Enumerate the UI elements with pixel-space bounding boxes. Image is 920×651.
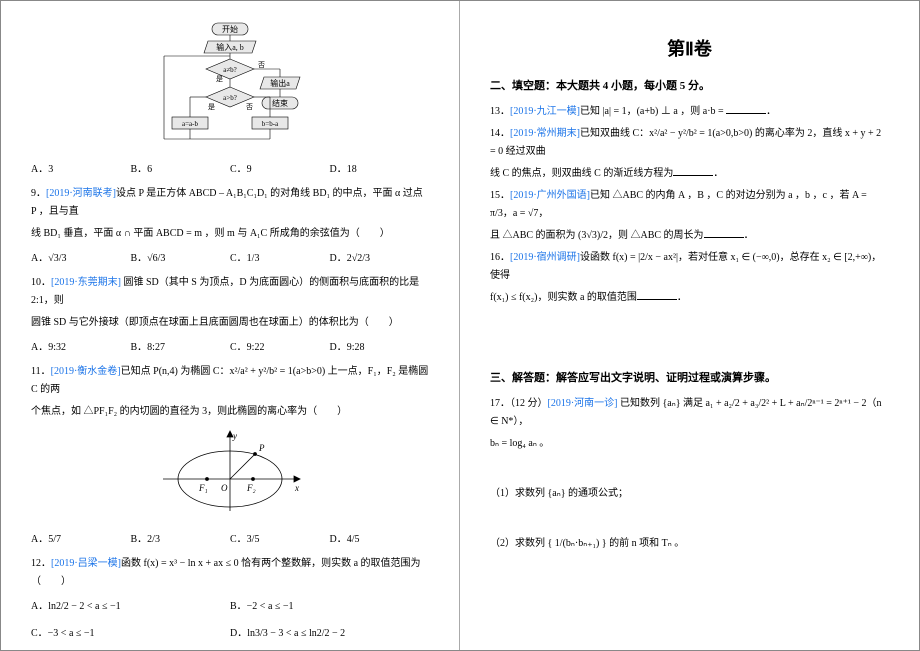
fc-a1: a=a-b	[182, 120, 198, 128]
fc-input: 输入a, b	[216, 42, 244, 52]
q11Q-line1: 11．[2019·衡水金卷]已知点 P(n,4) 为椭圆 C：x²/a² + y…	[31, 363, 429, 399]
q13: 13．[2019·九江一模]已知 |a| = 1，(a+b) ⊥ a ，则 a·…	[490, 103, 889, 121]
q11-opt-c: C．3/5	[230, 530, 330, 545]
q15-l1: 15．[2019·广州外国语]已知 △ABC 的内角 A ，B ，C 的对边分别…	[490, 187, 889, 223]
q17-l1: 17．（12 分）[2019·河南一诊] 已知数列 {aₙ} 满足 a₁ + a…	[490, 395, 889, 431]
ell-o: O	[221, 483, 228, 493]
q12-src: [2019·吕梁一模]	[51, 558, 121, 569]
q16-l2: f(x₁) ≤ f(x₂)，则实数 a 的取值范围．	[490, 289, 889, 307]
q9-opt-a: A．√3/3	[31, 249, 131, 264]
q8-opt-b: B．6	[131, 160, 231, 175]
q10-opt-d: D．9:28	[330, 338, 430, 353]
q9-line2: 线 BD₁ 垂直，平面 α ∩ 平面 ABCD = m ，则 m 与 A₁C 所…	[31, 225, 429, 243]
q16-src: [2019·宿州调研]	[510, 252, 580, 263]
q8-opt-d: D．18	[330, 160, 430, 175]
q10-line2: 圆锥 SD 与它外接球（即顶点在球面上且底面圆周也在球面上）的体积比为（ ）	[31, 314, 429, 332]
q9-line1: 9．[2019·河南联考]设点 P 是正方体 ABCD – A₁B₁C₁D₁ 的…	[31, 185, 429, 221]
q16-blank	[637, 290, 677, 300]
q14-src: [2019·常州期末]	[510, 128, 580, 139]
fc-cond1: a≠b?	[223, 66, 237, 74]
q15-l2: 且 △ABC 的面积为 (3√3)/2，则 △ABC 的周长为．	[490, 227, 889, 245]
q11-opt-a: A．5/7	[31, 530, 131, 545]
section2-heading: 二、填空题：本大题共 4 小题，每小题 5 分。	[490, 77, 889, 93]
q17-src: [2019·河南一诊]	[548, 398, 618, 409]
ell-p: P	[258, 443, 265, 453]
q15-t2: 且 △ABC 的面积为 (3√3)/2，则 △ABC 的周长为	[490, 230, 704, 241]
q16-t2: f(x₁) ≤ f(x₂)，则实数 a 的取值范围	[490, 292, 637, 303]
q12-line1: 12．[2019·吕梁一模]函数 f(x) = x³ − ln x + ax ≤…	[31, 555, 429, 591]
q15-src: [2019·广州外国语]	[510, 190, 590, 201]
q11-line2: 个焦点，如 △PF₁F₂ 的内切圆的直径为 3，则此椭圆的离心率为（ ）	[31, 403, 429, 421]
q10-opt-b: B．8:27	[131, 338, 231, 353]
ell-y: y	[232, 431, 237, 441]
q12-options: A．ln2/2 − 2 < a ≤ −1 B．−2 < a ≤ −1 C．−3 …	[31, 597, 429, 639]
fc-cond2: a>b?	[223, 94, 237, 102]
q10-opt-a: A．9:32	[31, 338, 131, 353]
q14-t2: 线 C 的焦点，则双曲线 C 的渐近线方程为	[490, 168, 673, 179]
q11-options: A．5/7 B．2/3 C．3/5 D．4/5	[31, 530, 429, 545]
q17-l2: bₙ = log₄ aₙ 。	[490, 435, 889, 453]
q9-opt-d: D．2√2/3	[330, 249, 430, 264]
q17-sub2: （2）求数列 { 1/(bₙ·bₙ₊₁) } 的前 n 项和 Tₙ 。	[490, 535, 889, 553]
q16-l1: 16．[2019·宿州调研]设函数 f(x) = |2/x − ax²|，若对任…	[490, 249, 889, 285]
q12-opt-d: D．ln3/3 − 3 < a ≤ ln2/2 − 2	[230, 624, 429, 639]
q13-src: [2019·九江一模]	[510, 106, 580, 117]
q10-line1: 10．[2019·东莞期末] 圆锥 SD（其中 S 为顶点，D 为底面圆心）的侧…	[31, 274, 429, 310]
q15-blank	[704, 228, 744, 238]
flowchart-svg: 开始 输入a, b a≠b? 是 否 输出a	[150, 21, 310, 151]
fc-no2: 否	[246, 103, 253, 111]
q10-options: A．9:32 B．8:27 C．9:22 D．9:28	[31, 338, 429, 353]
q10-src: [2019·东莞期末]	[51, 277, 121, 288]
q8-options: A．3 B．6 C．9 D．18	[31, 160, 429, 175]
q14-l1: 14．[2019·常州期末]已知双曲线 C：x²/a² − y²/b² = 1(…	[490, 125, 889, 161]
fc-yes2: 是	[208, 103, 215, 111]
section3-heading: 三、解答题：解答应写出文字说明、证明过程或演算步骤。	[490, 369, 889, 385]
q17-sub1: （1）求数列 {aₙ} 的通项公式；	[490, 485, 889, 503]
ell-f1: F₁	[198, 483, 208, 493]
q14-l2: 线 C 的焦点，则双曲线 C 的渐近线方程为．	[490, 165, 889, 183]
fc-no1: 否	[258, 61, 265, 69]
fc-start: 开始	[222, 24, 238, 34]
fc-end: 结束	[272, 98, 288, 108]
q9-src: [2019·河南联考]	[46, 188, 116, 199]
right-column: 第Ⅱ卷 二、填空题：本大题共 4 小题，每小题 5 分。 13．[2019·九江…	[460, 1, 919, 650]
q11-opt-d: D．4/5	[330, 530, 430, 545]
fc-a2: b=b-a	[262, 120, 279, 128]
q13-t: 已知 |a| = 1，(a+b) ⊥ a ，则 a·b =	[580, 106, 726, 117]
fc-yes1: 是	[216, 75, 223, 83]
q11-opt-b: B．2/3	[131, 530, 231, 545]
q9-opt-b: B．√6/3	[131, 249, 231, 264]
q8-opt-a: A．3	[31, 160, 131, 175]
q8-opt-c: C．9	[230, 160, 330, 175]
ellipse-figure: P y x O F₁ F₂	[31, 429, 429, 522]
page-container: 开始 输入a, b a≠b? 是 否 输出a	[0, 0, 920, 651]
ell-x: x	[294, 483, 299, 493]
q12-opt-b: B．−2 < a ≤ −1	[230, 597, 429, 612]
q13-blank	[726, 104, 766, 114]
ellipse-svg: P y x O F₁ F₂	[155, 429, 305, 519]
q9-options: A．√3/3 B．√6/3 C．1/3 D．2√2/3	[31, 249, 429, 264]
ell-f2: F₂	[246, 483, 256, 493]
q9-opt-c: C．1/3	[230, 249, 330, 264]
q14-blank	[673, 166, 713, 176]
q10-opt-c: C．9:22	[230, 338, 330, 353]
q11-src: [2019·衡水金卷]	[51, 366, 121, 377]
part2-title: 第Ⅱ卷	[490, 35, 889, 61]
fc-output: 输出a	[270, 78, 290, 88]
left-column: 开始 输入a, b a≠b? 是 否 输出a	[1, 1, 460, 650]
q12-opt-c: C．−3 < a ≤ −1	[31, 624, 230, 639]
flowchart-figure: 开始 输入a, b a≠b? 是 否 输出a	[31, 21, 429, 154]
q12-opt-a: A．ln2/2 − 2 < a ≤ −1	[31, 597, 230, 612]
q17-pts: （12 分）	[510, 398, 548, 409]
